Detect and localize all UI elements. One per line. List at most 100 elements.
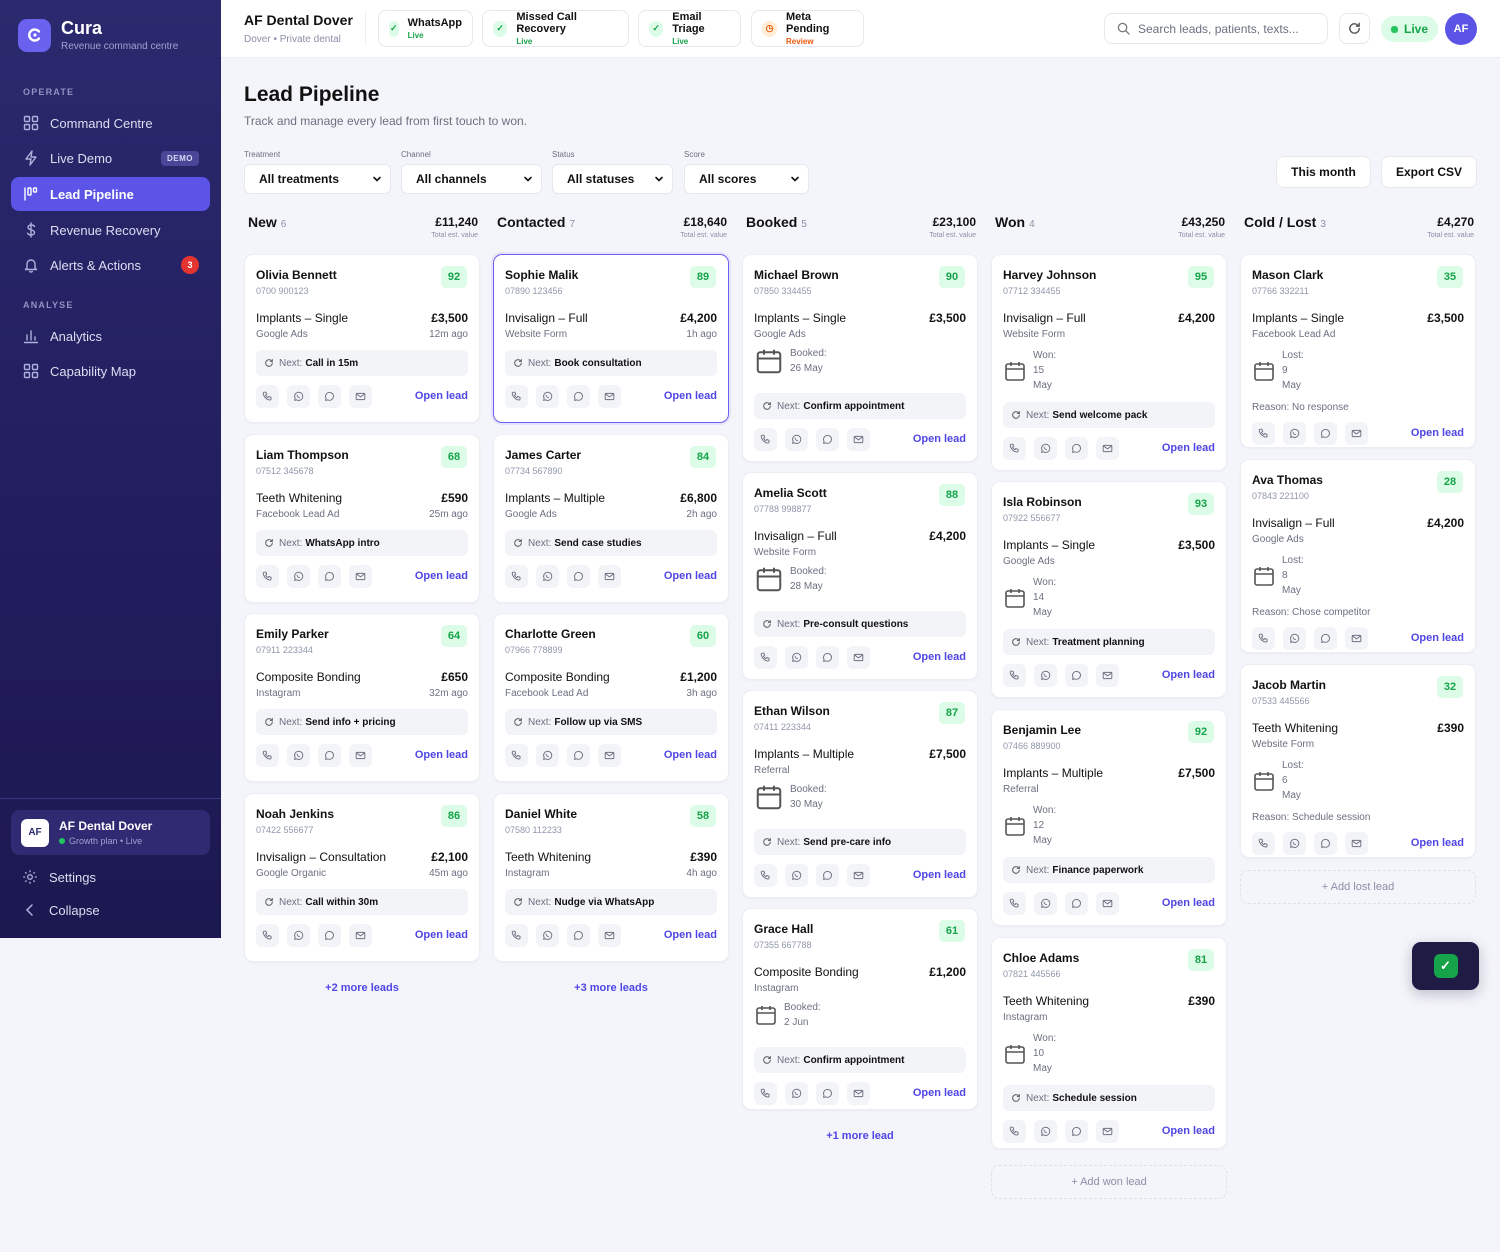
open-lead-link[interactable]: Open lead xyxy=(1410,427,1464,439)
phone-action-button[interactable] xyxy=(754,428,777,451)
whatsapp-action-button[interactable] xyxy=(1034,664,1057,687)
add-lead-button[interactable]: + Add won lead xyxy=(991,1165,1227,1199)
chat-action-button[interactable] xyxy=(567,565,590,588)
mail-action-button[interactable] xyxy=(1345,422,1368,445)
filter-select[interactable]: All statuses xyxy=(552,164,673,194)
open-lead-link[interactable]: Open lead xyxy=(1410,837,1464,849)
open-lead-link[interactable]: Open lead xyxy=(1161,1125,1215,1137)
next-action[interactable]: Next: Send info + pricing xyxy=(256,709,468,735)
mail-action-button[interactable] xyxy=(598,924,621,947)
lead-card[interactable]: Chloe Adams 07821 445566 81 Teeth Whiten… xyxy=(991,937,1227,1149)
whatsapp-action-button[interactable] xyxy=(1283,627,1306,650)
lead-card[interactable]: Harvey Johnson 07712 334455 95 Invisalig… xyxy=(991,254,1227,471)
search-box[interactable] xyxy=(1104,13,1328,44)
mail-action-button[interactable] xyxy=(1096,437,1119,460)
whatsapp-action-button[interactable] xyxy=(536,744,559,767)
whatsapp-action-button[interactable] xyxy=(1283,422,1306,445)
chat-action-button[interactable] xyxy=(318,744,341,767)
chat-action-button[interactable] xyxy=(816,428,839,451)
lead-card[interactable]: Ethan Wilson 07411 223344 87 Implants – … xyxy=(742,690,978,898)
chat-action-button[interactable] xyxy=(816,1082,839,1105)
integration-chip[interactable]: ✓ Email Triage Live xyxy=(638,10,741,47)
lead-card[interactable]: Amelia Scott 07788 998877 88 Invisalign … xyxy=(742,472,978,680)
phone-action-button[interactable] xyxy=(256,924,279,947)
lead-card[interactable]: Michael Brown 07850 334455 90 Implants –… xyxy=(742,254,978,462)
open-lead-link[interactable]: Open lead xyxy=(663,570,717,582)
phone-action-button[interactable] xyxy=(1003,1120,1026,1143)
mail-action-button[interactable] xyxy=(1096,1120,1119,1143)
integration-chip[interactable]: ✓ Missed Call Recovery Live xyxy=(482,10,629,47)
open-lead-link[interactable]: Open lead xyxy=(414,749,468,761)
mail-action-button[interactable] xyxy=(349,385,372,408)
mail-action-button[interactable] xyxy=(349,924,372,947)
settings-link[interactable]: Settings xyxy=(22,869,96,885)
open-lead-link[interactable]: Open lead xyxy=(912,433,966,445)
open-lead-link[interactable]: Open lead xyxy=(663,749,717,761)
phone-action-button[interactable] xyxy=(754,1082,777,1105)
lead-card[interactable]: Daniel White 07580 112233 58 Teeth White… xyxy=(493,793,729,962)
whatsapp-action-button[interactable] xyxy=(1034,437,1057,460)
next-action[interactable]: Next: Confirm appointment xyxy=(754,1047,966,1073)
mail-action-button[interactable] xyxy=(1096,664,1119,687)
phone-action-button[interactable] xyxy=(1003,892,1026,915)
open-lead-link[interactable]: Open lead xyxy=(663,929,717,941)
phone-action-button[interactable] xyxy=(1003,664,1026,687)
mail-action-button[interactable] xyxy=(847,864,870,887)
phone-action-button[interactable] xyxy=(256,565,279,588)
mail-action-button[interactable] xyxy=(847,646,870,669)
mail-action-button[interactable] xyxy=(1096,892,1119,915)
user-avatar[interactable]: AF xyxy=(1445,13,1477,45)
next-action[interactable]: Next: Pre-consult questions xyxy=(754,611,966,637)
phone-action-button[interactable] xyxy=(505,744,528,767)
lead-card[interactable]: Emily Parker 07911 223344 64 Composite B… xyxy=(244,613,480,782)
phone-action-button[interactable] xyxy=(505,565,528,588)
whatsapp-action-button[interactable] xyxy=(536,565,559,588)
mail-action-button[interactable] xyxy=(598,565,621,588)
mail-action-button[interactable] xyxy=(598,744,621,767)
open-lead-link[interactable]: Open lead xyxy=(912,1087,966,1099)
search-input[interactable] xyxy=(1138,21,1318,36)
lead-card[interactable]: Olivia Bennett 0700 900123 92 Implants –… xyxy=(244,254,480,423)
next-action[interactable]: Next: Call in 15m xyxy=(256,350,468,376)
phone-action-button[interactable] xyxy=(1003,437,1026,460)
lead-card[interactable]: Benjamin Lee 07466 889900 92 Implants – … xyxy=(991,709,1227,926)
phone-action-button[interactable] xyxy=(505,385,528,408)
chat-action-button[interactable] xyxy=(1065,664,1088,687)
success-toast[interactable]: ✓ xyxy=(1412,942,1479,990)
more-leads-link[interactable]: +2 more leads xyxy=(325,982,399,994)
sidebar-item-alerts[interactable]: Alerts & Actions 3 xyxy=(11,248,210,282)
next-action[interactable]: Next: Schedule session xyxy=(1003,1085,1215,1111)
open-lead-link[interactable]: Open lead xyxy=(1410,632,1464,644)
whatsapp-action-button[interactable] xyxy=(1283,832,1306,855)
chat-action-button[interactable] xyxy=(1065,437,1088,460)
next-action[interactable]: Next: Send case studies xyxy=(505,530,717,556)
more-leads-link[interactable]: +1 more lead xyxy=(826,1130,894,1142)
chat-action-button[interactable] xyxy=(567,744,590,767)
next-action[interactable]: Next: Book consultation xyxy=(505,350,717,376)
lead-card[interactable]: Ava Thomas 07843 221100 28 Invisalign – … xyxy=(1240,459,1476,653)
export-csv-button[interactable]: Export CSV xyxy=(1381,156,1477,188)
integration-chip[interactable]: ✓ WhatsApp Live xyxy=(378,10,473,47)
phone-action-button[interactable] xyxy=(1252,832,1275,855)
sidebar-item-analytics[interactable]: Analytics xyxy=(11,319,210,353)
next-action[interactable]: Next: Nudge via WhatsApp xyxy=(505,889,717,915)
this-month-button[interactable]: This month xyxy=(1276,156,1371,188)
open-lead-link[interactable]: Open lead xyxy=(912,651,966,663)
filter-select[interactable]: All channels xyxy=(401,164,542,194)
mail-action-button[interactable] xyxy=(349,565,372,588)
add-lead-button[interactable]: + Add lost lead xyxy=(1240,870,1476,904)
open-lead-link[interactable]: Open lead xyxy=(414,929,468,941)
whatsapp-action-button[interactable] xyxy=(287,565,310,588)
whatsapp-action-button[interactable] xyxy=(785,1082,808,1105)
next-action[interactable]: Next: Call within 30m xyxy=(256,889,468,915)
sidebar-item-lead-pipeline[interactable]: Lead Pipeline xyxy=(11,177,210,211)
mail-action-button[interactable] xyxy=(349,744,372,767)
lead-card[interactable]: Mason Clark 07766 332211 35 Implants – S… xyxy=(1240,254,1476,448)
chat-action-button[interactable] xyxy=(1314,422,1337,445)
chat-action-button[interactable] xyxy=(816,646,839,669)
whatsapp-action-button[interactable] xyxy=(785,646,808,669)
chat-action-button[interactable] xyxy=(1065,1120,1088,1143)
filter-select[interactable]: All scores xyxy=(684,164,809,194)
collapse-button[interactable]: Collapse xyxy=(22,902,100,918)
whatsapp-action-button[interactable] xyxy=(287,385,310,408)
